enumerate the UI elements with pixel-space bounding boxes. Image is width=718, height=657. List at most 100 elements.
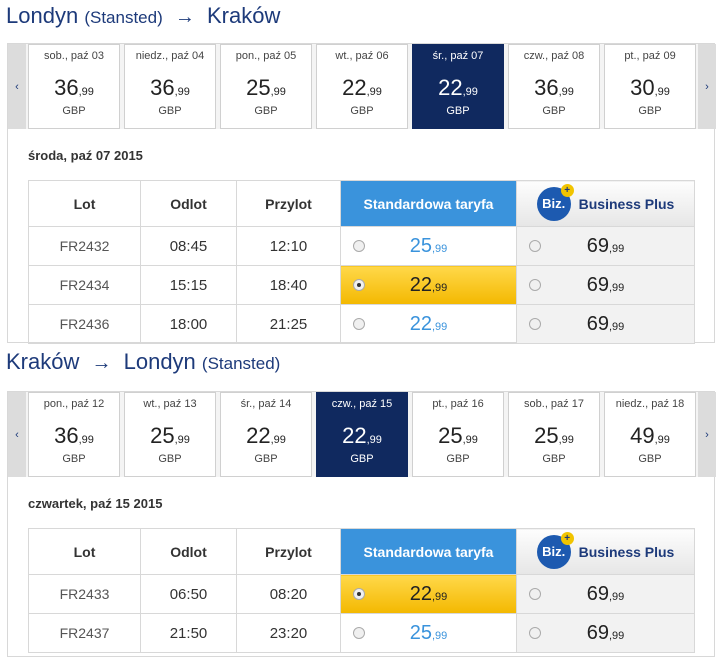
inbound-day-4[interactable]: pt., paź 16 25,99 GBP bbox=[412, 392, 504, 477]
flight-number: FR2437 bbox=[28, 613, 141, 653]
table-row: FR2432 08:45 12:10 25,99 69,99 bbox=[28, 226, 695, 266]
outbound-day-2[interactable]: pon., paź 05 25,99 GBP bbox=[220, 44, 312, 129]
inbound-date-heading: czwartek, paź 15 2015 bbox=[28, 496, 163, 511]
col-business-plus: Biz. + Business Plus bbox=[516, 180, 695, 227]
day-currency: GBP bbox=[638, 453, 662, 465]
fare-radio[interactable] bbox=[529, 279, 541, 291]
flight-number: FR2433 bbox=[28, 574, 141, 614]
fare-price: 69,99 bbox=[586, 312, 625, 335]
inbound-day-3[interactable]: czw., paź 15 22,99 GBP bbox=[316, 392, 408, 477]
business-fare-option[interactable]: 69,99 bbox=[516, 613, 695, 653]
day-label: wt., paź 13 bbox=[143, 398, 197, 410]
fare-price: 22,99 bbox=[409, 273, 448, 296]
depart-time: 18:00 bbox=[140, 304, 237, 344]
outbound-origin-airport: (Stansted) bbox=[84, 8, 163, 27]
inbound-day-2[interactable]: śr., paź 14 22,99 GBP bbox=[220, 392, 312, 477]
day-price: 25,99 bbox=[246, 75, 286, 100]
inbound-day-1[interactable]: wt., paź 13 25,99 GBP bbox=[124, 392, 216, 477]
biz-icon: Biz. + bbox=[536, 531, 574, 569]
col-flight: Lot bbox=[28, 180, 141, 227]
arrive-time: 12:10 bbox=[236, 226, 341, 266]
day-price: 22,99 bbox=[438, 75, 478, 100]
arrive-time: 21:25 bbox=[236, 304, 341, 344]
outbound-day-3[interactable]: wt., paź 06 22,99 GBP bbox=[316, 44, 408, 129]
depart-time: 06:50 bbox=[140, 574, 237, 614]
fare-price: 69,99 bbox=[586, 273, 625, 296]
outbound-section: ‹ sob., paź 03 36,99 GBP niedz., paź 04 … bbox=[7, 43, 716, 344]
day-label: sob., paź 17 bbox=[524, 398, 584, 410]
outbound-destination: Kraków bbox=[207, 3, 281, 28]
outbound-day-6[interactable]: pt., paź 09 30,99 GBP bbox=[604, 44, 696, 129]
outbound-day-0[interactable]: sob., paź 03 36,99 GBP bbox=[28, 44, 120, 129]
biz-icon: Biz. + bbox=[536, 183, 574, 221]
fare-radio[interactable] bbox=[529, 588, 541, 600]
day-currency: GBP bbox=[158, 453, 182, 465]
day-currency: GBP bbox=[638, 105, 662, 117]
standard-fare-option[interactable]: 22,99 bbox=[340, 265, 517, 305]
fare-radio[interactable] bbox=[353, 279, 365, 291]
fare-radio[interactable] bbox=[529, 318, 541, 330]
fare-radio[interactable] bbox=[353, 240, 365, 252]
inbound-flights-table: Lot Odlot Przylot Standardowa taryfa Biz… bbox=[28, 528, 695, 653]
day-currency: GBP bbox=[254, 453, 278, 465]
day-currency: GBP bbox=[62, 105, 86, 117]
day-label: śr., paź 07 bbox=[432, 50, 484, 62]
day-price: 36,99 bbox=[54, 423, 94, 448]
standard-fare-option[interactable]: 25,99 bbox=[340, 613, 517, 653]
inbound-next-dates-button[interactable]: › bbox=[698, 392, 716, 477]
day-label: pon., paź 05 bbox=[235, 50, 297, 62]
route-arrow-icon: → bbox=[174, 6, 195, 28]
fare-radio[interactable] bbox=[353, 627, 365, 639]
day-label: pt., paź 09 bbox=[624, 50, 676, 62]
outbound-day-4[interactable]: śr., paź 07 22,99 GBP bbox=[412, 44, 504, 129]
table-row: FR2433 06:50 08:20 22,99 69,99 bbox=[28, 574, 695, 614]
fare-radio[interactable] bbox=[353, 588, 365, 600]
fare-radio[interactable] bbox=[353, 318, 365, 330]
inbound-day-5[interactable]: sob., paź 17 25,99 GBP bbox=[508, 392, 600, 477]
business-fare-option[interactable]: 69,99 bbox=[516, 574, 695, 614]
table-header-row: Lot Odlot Przylot Standardowa taryfa Biz… bbox=[28, 180, 695, 227]
col-standard-fare: Standardowa taryfa bbox=[340, 528, 517, 575]
day-currency: GBP bbox=[446, 105, 470, 117]
inbound-day-6[interactable]: niedz., paź 18 49,99 GBP bbox=[604, 392, 696, 477]
table-row: FR2436 18:00 21:25 22,99 69,99 bbox=[28, 304, 695, 344]
fare-radio[interactable] bbox=[529, 627, 541, 639]
col-business-plus: Biz. + Business Plus bbox=[516, 528, 695, 575]
standard-fare-option[interactable]: 22,99 bbox=[340, 304, 517, 344]
inbound-route-title: Kraków → Londyn (Stansted) bbox=[6, 349, 280, 375]
route-arrow-icon: → bbox=[91, 352, 112, 374]
business-fare-option[interactable]: 69,99 bbox=[516, 226, 695, 266]
inbound-day-0[interactable]: pon., paź 12 36,99 GBP bbox=[28, 392, 120, 477]
outbound-day-5[interactable]: czw., paź 08 36,99 GBP bbox=[508, 44, 600, 129]
inbound-origin: Kraków bbox=[6, 349, 80, 374]
outbound-origin: Londyn bbox=[6, 3, 79, 28]
flight-number: FR2436 bbox=[28, 304, 141, 344]
standard-fare-option[interactable]: 22,99 bbox=[340, 574, 517, 614]
flight-number: FR2432 bbox=[28, 226, 141, 266]
business-fare-option[interactable]: 69,99 bbox=[516, 265, 695, 305]
day-currency: GBP bbox=[542, 453, 566, 465]
col-arrive: Przylot bbox=[236, 180, 341, 227]
plus-badge-icon: + bbox=[560, 183, 574, 197]
outbound-prev-dates-button[interactable]: ‹ bbox=[8, 44, 26, 129]
outbound-next-dates-button[interactable]: › bbox=[698, 44, 716, 129]
day-price: 36,99 bbox=[534, 75, 574, 100]
day-price: 22,99 bbox=[342, 75, 382, 100]
outbound-day-1[interactable]: niedz., paź 04 36,99 GBP bbox=[124, 44, 216, 129]
day-label: niedz., paź 18 bbox=[615, 398, 685, 410]
outbound-flights-table: Lot Odlot Przylot Standardowa taryfa Biz… bbox=[28, 180, 695, 344]
table-header-row: Lot Odlot Przylot Standardowa taryfa Biz… bbox=[28, 528, 695, 575]
fare-price: 25,99 bbox=[409, 621, 448, 644]
inbound-prev-dates-button[interactable]: ‹ bbox=[8, 392, 26, 477]
day-currency: GBP bbox=[62, 453, 86, 465]
table-row: FR2437 21:50 23:20 25,99 69,99 bbox=[28, 613, 695, 653]
inbound-destination-airport: (Stansted) bbox=[201, 354, 281, 373]
standard-fare-option[interactable]: 25,99 bbox=[340, 226, 517, 266]
table-row: FR2434 15:15 18:40 22,99 69,99 bbox=[28, 265, 695, 305]
business-fare-option[interactable]: 69,99 bbox=[516, 304, 695, 344]
fare-radio[interactable] bbox=[529, 240, 541, 252]
business-plus-label: Business Plus bbox=[578, 543, 675, 560]
day-price: 25,99 bbox=[150, 423, 190, 448]
day-currency: GBP bbox=[350, 453, 374, 465]
day-currency: GBP bbox=[542, 105, 566, 117]
